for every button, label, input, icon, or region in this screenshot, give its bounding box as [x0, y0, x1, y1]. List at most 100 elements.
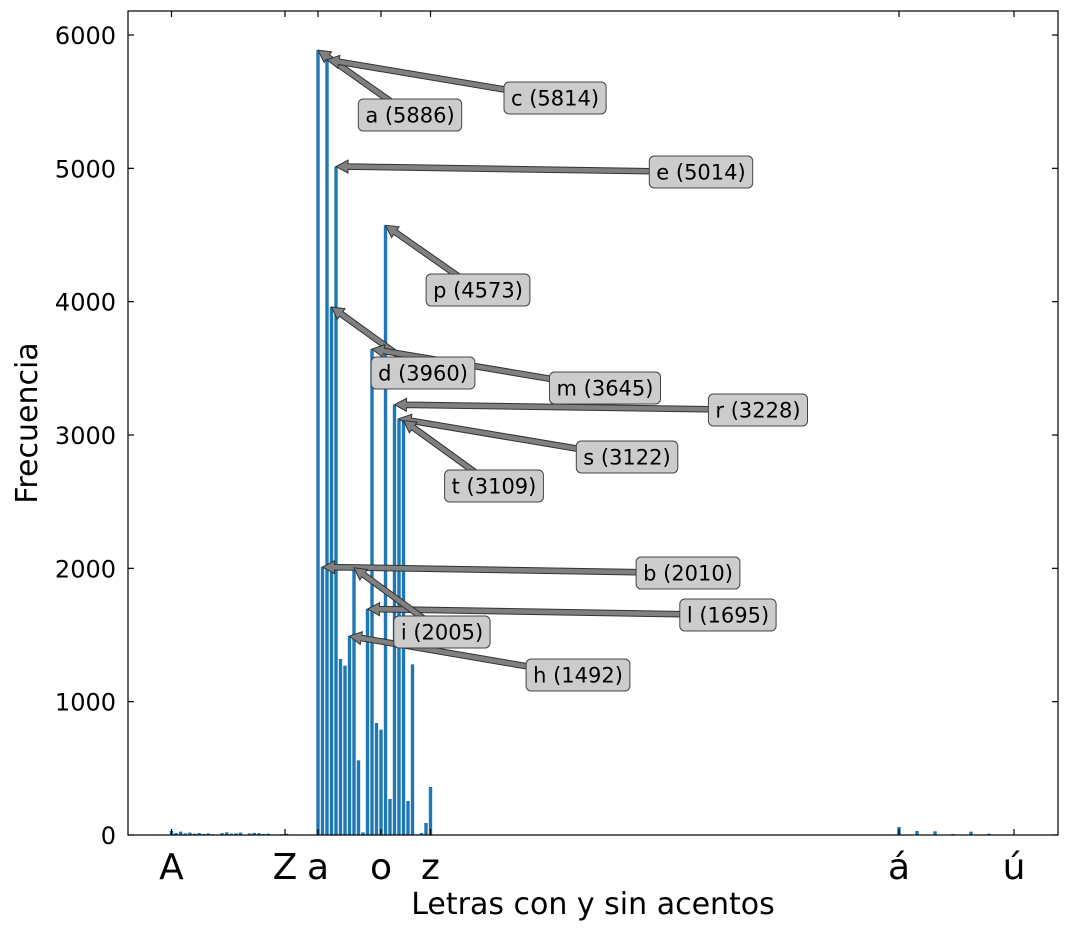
bar-T [257, 833, 261, 835]
bar-E [188, 832, 192, 835]
bar-R [248, 833, 252, 835]
y-tick-label: 0 [101, 822, 116, 850]
annotation-d: d (3960) [370, 356, 476, 390]
x-tick-label: o [370, 847, 392, 888]
bar-v [410, 664, 415, 835]
bar-N [229, 833, 233, 835]
annotation-label: p (4573) [433, 279, 523, 303]
bar-I [206, 833, 210, 835]
annotation-box [707, 393, 809, 427]
bar-z [428, 787, 433, 835]
annotation-s: s (3122) [575, 440, 679, 474]
annotation-label: e (5014) [656, 161, 745, 185]
x-tick-label: A [159, 847, 184, 888]
bar-j [356, 760, 361, 835]
x-tick-label: a [307, 847, 329, 888]
bar-G [197, 833, 201, 835]
y-tick-label: 1000 [55, 689, 116, 717]
bar-o [379, 729, 383, 835]
bar-í [933, 831, 937, 835]
annotation-box [370, 356, 476, 390]
annotation-box [425, 273, 531, 307]
y-tick-label: 5000 [55, 155, 116, 183]
annotation-arrow-e [334, 159, 702, 176]
y-tick-label: 6000 [55, 22, 116, 50]
bar-g [343, 665, 347, 835]
annotation-box [635, 556, 741, 590]
annotation-box [393, 615, 491, 649]
annotation-c: c (5814) [503, 81, 607, 115]
annotation-label: m (3645) [557, 377, 654, 401]
y-tick-label: 4000 [55, 289, 116, 317]
annotation-b: b (2010) [635, 556, 741, 590]
annotation-box [549, 371, 661, 405]
annotation-label: h (1492) [533, 664, 623, 688]
annotation-e: e (5014) [648, 155, 754, 189]
bar-B [174, 833, 178, 835]
x-axis-title: Letras con y sin acentos [411, 887, 775, 922]
annotation-label: d (3960) [378, 362, 468, 386]
bar-ú [987, 833, 991, 835]
annotation-box [679, 598, 777, 632]
bar-C [179, 831, 183, 835]
bar-i [352, 567, 356, 835]
bar-F [192, 833, 197, 835]
x-tick-label: z [421, 847, 440, 888]
bar-m [370, 349, 374, 835]
bar-M [225, 832, 229, 835]
bar-ó [969, 831, 973, 835]
annotation-label: l (1695) [687, 604, 769, 628]
bar-a [316, 50, 320, 835]
bar-é [915, 831, 919, 835]
bar-l [365, 609, 370, 835]
annotation-box [444, 469, 544, 503]
bar-b [320, 567, 325, 835]
y-axis: 0 1000 2000 3000 4000 5000 6000 [55, 22, 1058, 850]
annotations-group: a (5886) c (5814) e (5014) p (4573) d (3960)… [317, 49, 809, 692]
bar-u [406, 801, 410, 835]
annotation-box [525, 658, 631, 692]
annotation-label: s (3122) [583, 446, 670, 470]
annotation-arrow-l [366, 601, 729, 619]
y-axis-title: Frecuencia [10, 342, 45, 503]
bar-p [383, 225, 388, 835]
annotation-box [575, 440, 679, 474]
bar-P [238, 832, 243, 835]
annotation-h: h (1492) [525, 658, 631, 692]
annotation-label: a (5886) [365, 104, 454, 128]
bar-y [424, 823, 428, 835]
annotation-labels: a (5886) c (5814) e (5014) p (4573) d (3960)… [357, 81, 809, 692]
bar-S [252, 832, 256, 835]
annotation-p: p (4573) [425, 273, 531, 307]
bar-x [419, 833, 424, 835]
plot-frame [127, 10, 1059, 836]
annotation-box [648, 155, 754, 189]
annotation-label: t (3109) [452, 475, 537, 499]
annotation-l: l (1695) [679, 598, 777, 632]
bar-V [266, 833, 270, 835]
bar-L [220, 833, 224, 835]
annotation-box [357, 98, 463, 132]
bar-n [374, 723, 379, 835]
annotation-box [503, 81, 607, 115]
annotation-label: r (3228) [715, 399, 800, 423]
y-tick-label: 2000 [55, 555, 116, 583]
x-tick-label: Z [273, 847, 298, 888]
bar-k [361, 832, 365, 835]
annotation-arrow-r [393, 397, 759, 414]
bar-c [325, 59, 329, 836]
bar-Z [284, 833, 289, 835]
annotation-label: c (5814) [511, 87, 599, 111]
annotation-a: a (5886) [357, 98, 463, 132]
bar-f [338, 659, 343, 835]
annotation-arrow-b [321, 559, 689, 577]
annotation-label: i (2005) [401, 621, 483, 645]
y-tick-label: 3000 [55, 422, 116, 450]
x-tick-label: á [888, 847, 910, 888]
annotation-r: r (3228) [707, 393, 809, 427]
bar-h [347, 636, 352, 835]
x-tick-label: ú [1003, 847, 1026, 888]
bar-D [183, 833, 187, 835]
